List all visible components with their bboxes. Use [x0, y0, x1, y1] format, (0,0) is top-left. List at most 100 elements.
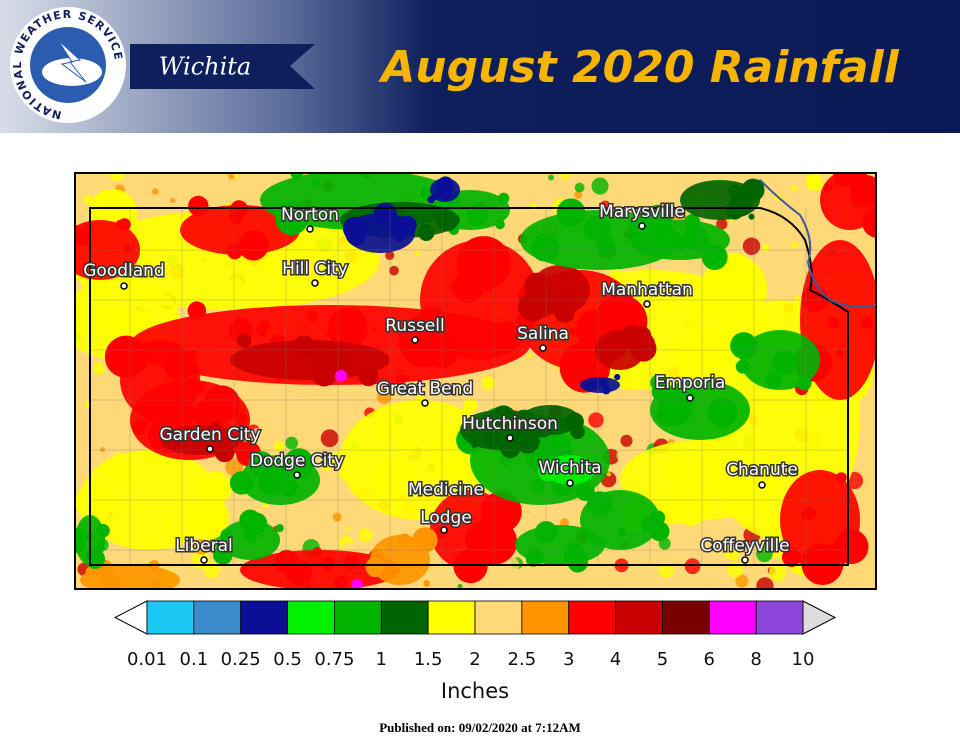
- rain-area-edge: [619, 335, 629, 344]
- city-dot: [539, 344, 547, 352]
- rain-area-edge: [567, 551, 589, 573]
- field-speckle: [414, 250, 421, 256]
- field-speckle: [273, 440, 285, 452]
- legend-tick: 2: [469, 649, 480, 670]
- field-speckle: [233, 173, 239, 178]
- rain-area-edge: [470, 202, 488, 220]
- city-label: Norton: [281, 205, 339, 225]
- legend-tick: 4: [610, 649, 621, 670]
- rain-area-edge: [751, 439, 763, 451]
- rain-area-edge: [290, 173, 304, 180]
- field-speckle: [205, 193, 220, 208]
- rain-area-edge: [226, 243, 243, 260]
- rain-area-edge: [614, 373, 621, 381]
- rain-area-edge: [525, 552, 541, 567]
- field-speckle: [716, 218, 728, 230]
- legend-tick: 0.5: [273, 649, 302, 670]
- rain-area-edge: [538, 461, 559, 482]
- rain-area-edge: [471, 441, 479, 448]
- legend-swatch: [193, 600, 242, 635]
- rain-area-edge: [187, 301, 207, 320]
- field-speckle: [358, 528, 373, 543]
- rain-area-edge: [438, 186, 452, 200]
- rain-area-edge: [518, 291, 548, 322]
- rain-area-edge: [188, 195, 209, 217]
- city-dot: [638, 222, 646, 230]
- field-speckle: [153, 549, 165, 562]
- rain-area-edge: [322, 557, 335, 570]
- field-speckle: [724, 544, 741, 561]
- legend-swatch: [474, 600, 523, 635]
- city-dot: [311, 279, 319, 287]
- city-label: Garden City: [159, 425, 260, 445]
- field-speckle: [735, 574, 749, 588]
- rain-area-edge: [401, 440, 417, 456]
- field-speckle: [606, 177, 613, 184]
- rain-area-edge: [150, 579, 161, 589]
- nws-logo: NATIONAL WEATHER SERVICE: [10, 7, 126, 123]
- rain-area-edge: [631, 326, 652, 347]
- rain-area-edge: [115, 341, 149, 375]
- rain-area-edge: [75, 224, 79, 235]
- rain-area-edge: [650, 374, 667, 391]
- field-speckle: [151, 188, 159, 195]
- legend-tick: 0.1: [180, 649, 209, 670]
- rain-area-edge: [801, 506, 816, 521]
- rain-area-edge: [209, 422, 222, 434]
- rain-area-edge: [536, 425, 547, 437]
- field-speckle: [342, 542, 355, 554]
- rain-area-edge: [569, 464, 576, 471]
- field-speckle: [320, 429, 339, 448]
- rain-area-edge: [131, 418, 148, 435]
- legend-tick: 0.25: [221, 649, 261, 670]
- city-dot: [293, 471, 301, 479]
- field-speckle: [560, 518, 570, 528]
- rain-area-edge: [695, 242, 706, 252]
- rain-area-edge: [668, 460, 675, 467]
- field-speckle: [249, 428, 263, 442]
- rain-area-edge: [342, 216, 367, 241]
- rain-area-edge: [96, 523, 110, 538]
- rain-area-edge: [163, 347, 196, 381]
- rain-area-edge: [258, 469, 284, 495]
- legend-swatch: [615, 600, 663, 635]
- field-speckle: [860, 419, 873, 433]
- rain-area-edge: [366, 560, 383, 578]
- rain-area-edge: [189, 438, 200, 449]
- rain-area-edge: [161, 519, 172, 530]
- rain-area-edge: [781, 547, 801, 567]
- field-speckle: [807, 175, 824, 192]
- city-label: Emporia: [655, 373, 726, 393]
- field-speckle: [332, 512, 342, 522]
- field-speckle: [203, 562, 221, 579]
- field-speckle: [319, 457, 334, 471]
- field-speckle: [228, 173, 236, 180]
- rain-area-edge: [415, 536, 423, 544]
- field-speckle: [313, 520, 330, 538]
- rain-area-edge: [436, 209, 458, 232]
- rain-area-edge: [116, 219, 123, 227]
- rain-area-edge: [220, 528, 233, 541]
- legend-tick: 3: [563, 649, 574, 670]
- rain-area-edge: [658, 489, 692, 524]
- field-speckle: [588, 412, 604, 428]
- rain-area-edge: [587, 491, 613, 517]
- rain-area-edge: [417, 224, 435, 241]
- rain-area-edge: [344, 555, 359, 570]
- rain-area-edge: [835, 472, 847, 484]
- rain-area-edge: [420, 187, 433, 200]
- legend-swatch: [521, 600, 570, 635]
- rain-area-edge: [530, 233, 559, 262]
- rain-area-edge: [214, 441, 235, 463]
- field-speckle: [501, 173, 511, 179]
- field-speckle: [82, 194, 93, 204]
- rain-area-edge: [701, 244, 728, 271]
- field-speckle: [591, 177, 609, 195]
- field-speckle: [148, 179, 161, 192]
- city-dot: [421, 399, 429, 407]
- city-label: Wichita: [538, 458, 601, 478]
- legend-swatch: [146, 600, 195, 635]
- rain-area-edge: [498, 192, 510, 205]
- rain-area-edge: [796, 375, 812, 391]
